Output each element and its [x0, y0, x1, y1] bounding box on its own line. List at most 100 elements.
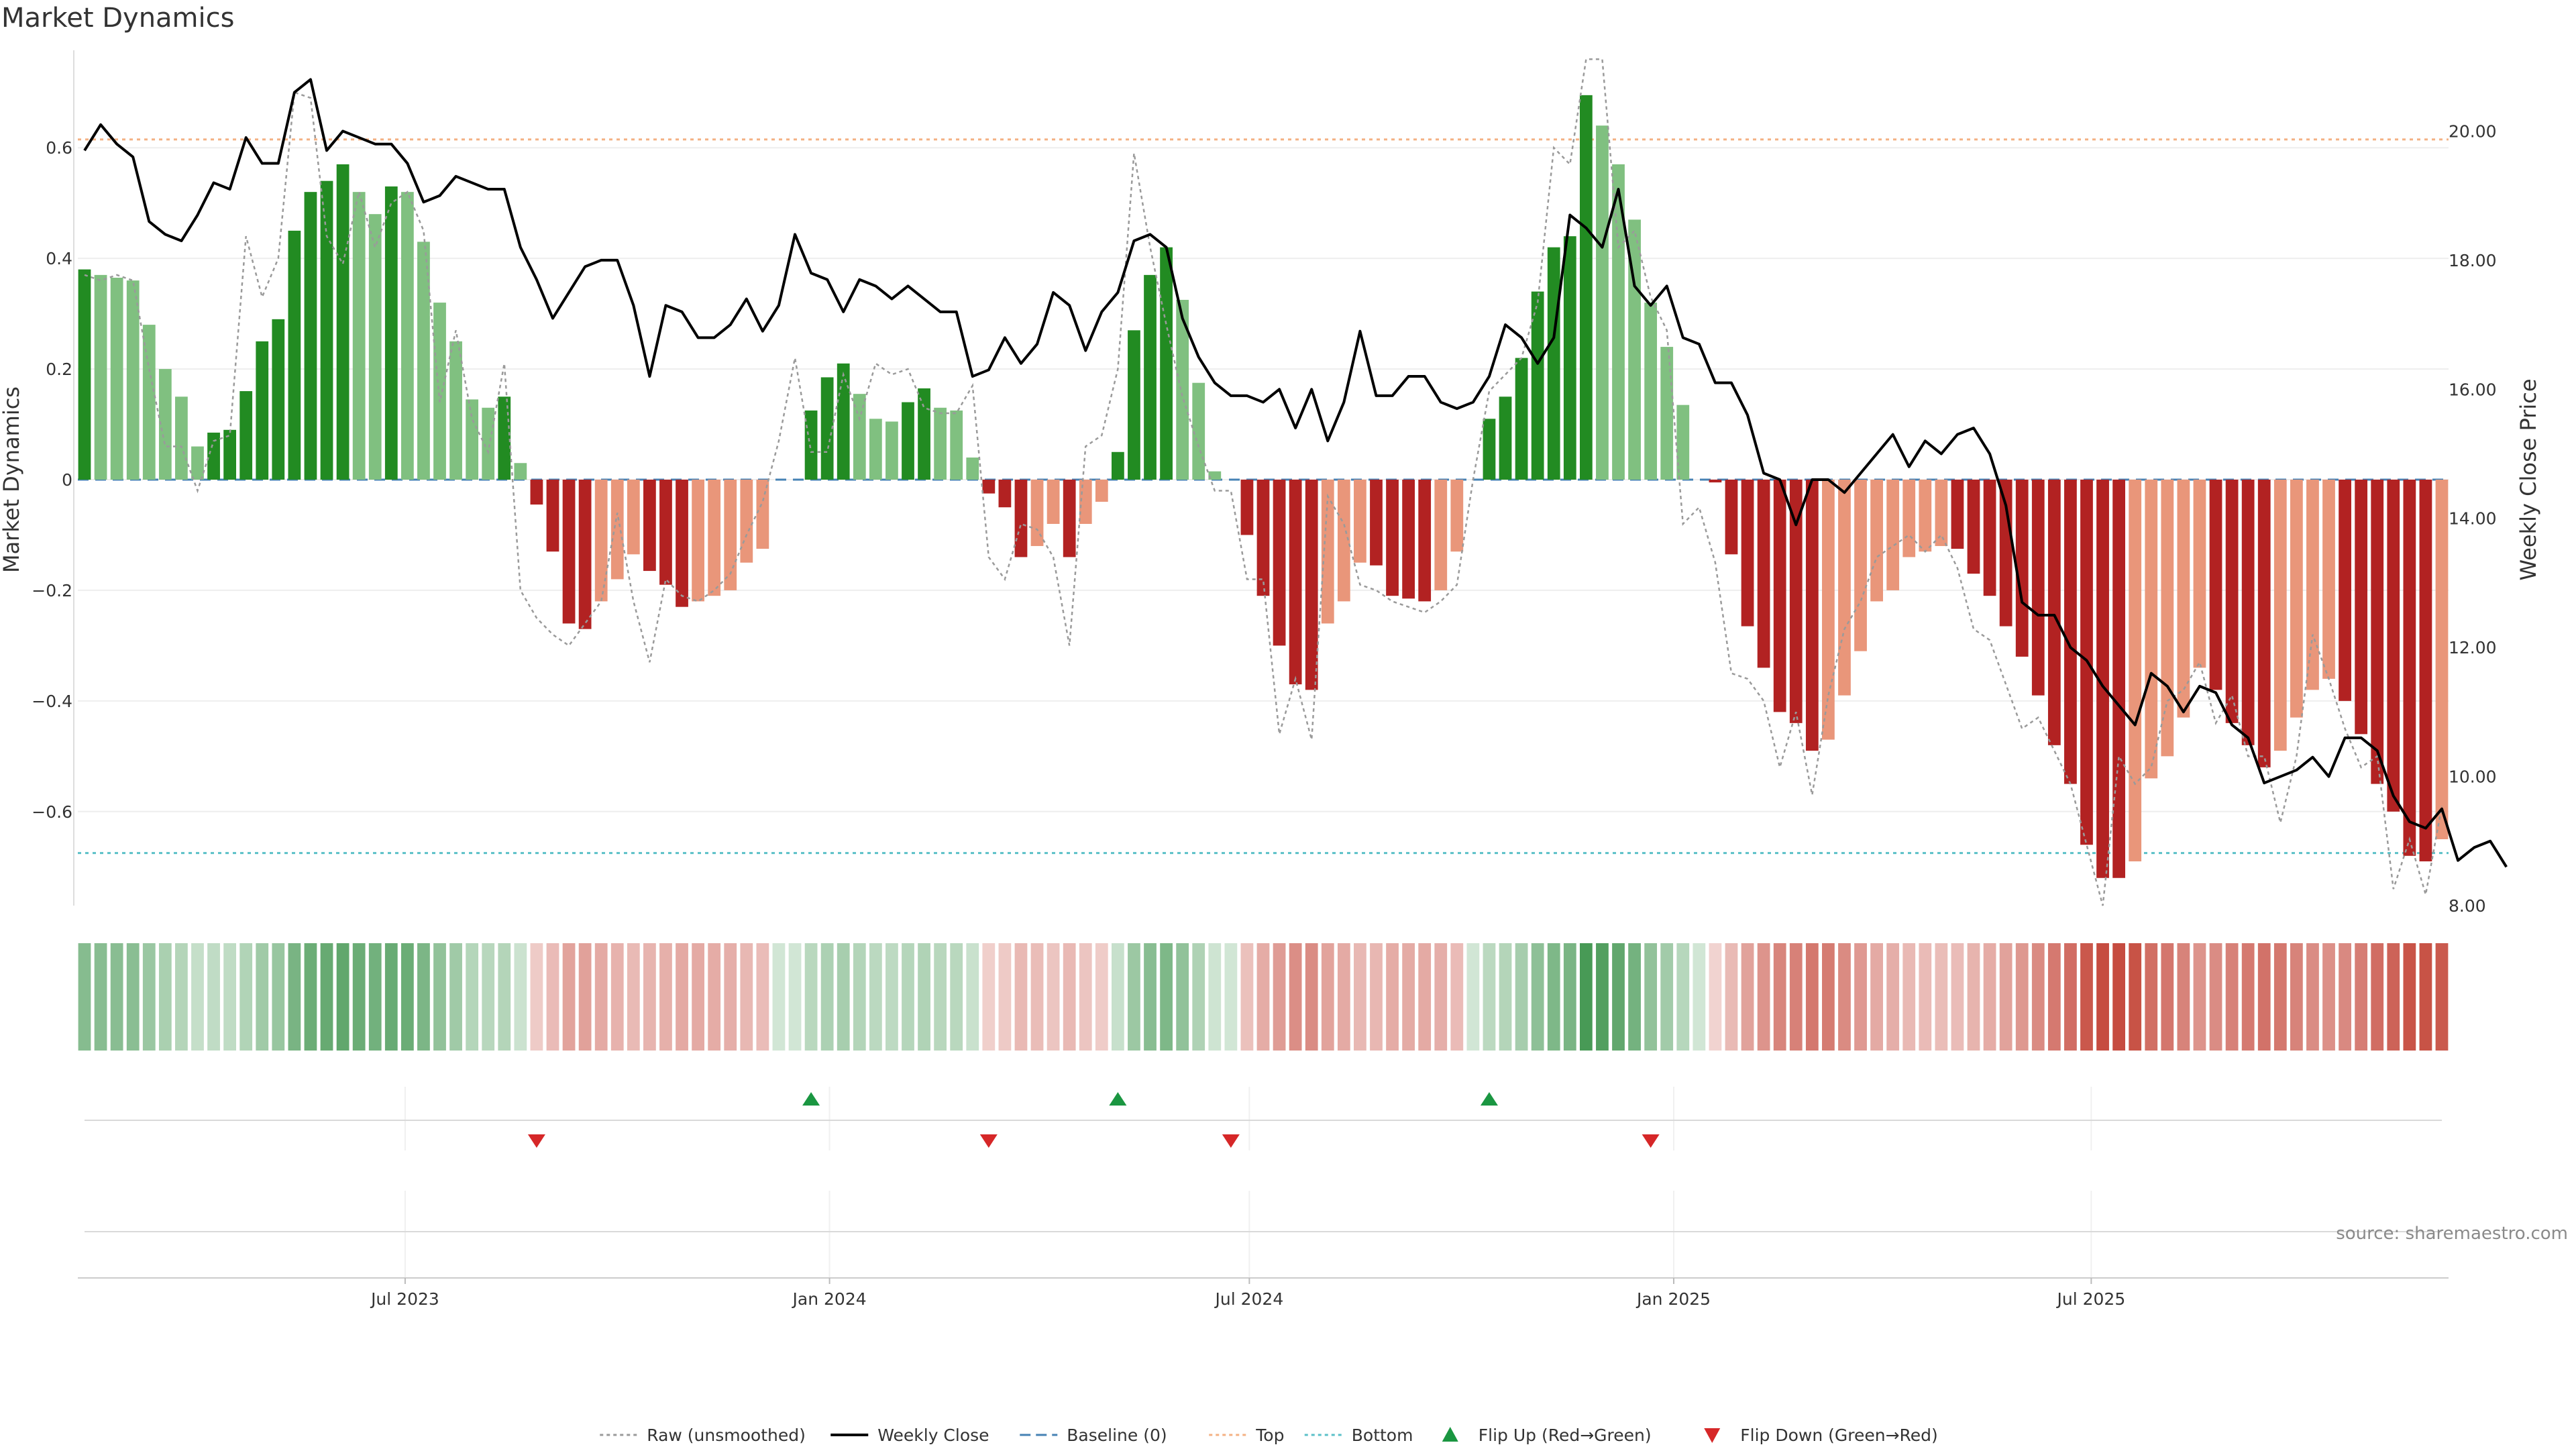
- heat-cell: [466, 943, 479, 1051]
- heat-cell: [1547, 943, 1560, 1051]
- bar: [820, 377, 834, 480]
- legend-label: Flip Up (Red→Green): [1479, 1426, 1652, 1445]
- bar: [1046, 480, 1060, 524]
- heat-cell: [1321, 943, 1334, 1051]
- bar: [1676, 405, 1690, 480]
- bar: [304, 192, 317, 480]
- right-tick-label: 10.00: [2449, 767, 2497, 787]
- bar: [449, 341, 462, 480]
- bar: [1337, 480, 1350, 602]
- heat-cell: [1757, 943, 1770, 1051]
- flip-up-marker: [1109, 1092, 1127, 1106]
- x-tick-label: Jul 2025: [2056, 1289, 2126, 1309]
- heat-cell: [1240, 943, 1254, 1051]
- heat-cell: [2080, 943, 2093, 1051]
- line-series: [83, 58, 2508, 906]
- heat-cell: [336, 943, 350, 1051]
- heat-cell: [1289, 943, 1302, 1051]
- bar: [2064, 480, 2077, 784]
- heat-cell: [902, 943, 914, 1051]
- bar: [1499, 396, 1512, 480]
- bar: [2177, 480, 2190, 718]
- heat-cell: [2031, 943, 2045, 1051]
- bar: [692, 480, 704, 602]
- bar: [2096, 480, 2109, 878]
- bar: [1240, 480, 1254, 535]
- heat-cell: [449, 943, 462, 1051]
- bar: [659, 480, 672, 585]
- left-tick-label: −0.2: [32, 581, 72, 600]
- heat-cell: [304, 943, 317, 1051]
- bar: [1192, 382, 1205, 480]
- bar: [1983, 480, 1996, 596]
- bar: [78, 269, 91, 480]
- bar: [400, 192, 414, 480]
- legend-label: Flip Down (Green→Red): [1740, 1426, 1938, 1445]
- bar: [2031, 480, 2045, 696]
- heat-cell: [352, 943, 366, 1051]
- heat-cell: [1951, 943, 1964, 1051]
- bar: [1741, 480, 1754, 627]
- bar: [1709, 480, 1722, 483]
- bar: [1160, 247, 1173, 480]
- legend-item: Flip Down (Green→Red): [1704, 1426, 1938, 1445]
- bar: [368, 214, 382, 480]
- heat-cell: [2371, 943, 2384, 1051]
- bar: [740, 480, 753, 563]
- heat-cell: [1628, 943, 1641, 1051]
- heat-cell: [2193, 943, 2206, 1051]
- heat-cell: [1822, 943, 1835, 1051]
- bar: [1370, 480, 1383, 566]
- heat-cell: [2290, 943, 2303, 1051]
- bar: [1838, 480, 1851, 696]
- bar: [546, 480, 559, 552]
- right-tick-label: 14.00: [2449, 509, 2497, 529]
- bar: [175, 396, 188, 480]
- bar: [2225, 480, 2239, 723]
- bar: [336, 164, 350, 480]
- heat-cell: [1886, 943, 1900, 1051]
- bar: [869, 419, 882, 480]
- heat-cell: [610, 943, 624, 1051]
- heat-cell: [1079, 943, 1092, 1051]
- heat-cell: [320, 943, 333, 1051]
- bar: [2047, 480, 2061, 745]
- bar: [998, 480, 1012, 508]
- flip-down-marker: [527, 1134, 545, 1148]
- legend-label: Top: [1255, 1426, 1284, 1445]
- heat-cell: [417, 943, 430, 1051]
- bar: [982, 480, 996, 494]
- bar: [1095, 480, 1108, 502]
- left-tick-label: −0.4: [32, 692, 72, 711]
- bar: [1111, 451, 1124, 480]
- heat-cell: [2241, 943, 2255, 1051]
- heat-cell: [853, 943, 866, 1051]
- heat-cell: [2322, 943, 2335, 1051]
- heat-cell: [1111, 943, 1124, 1051]
- bar: [2112, 480, 2126, 878]
- bar: [902, 402, 914, 480]
- heat-cell: [934, 943, 947, 1051]
- bar: [1450, 480, 1464, 552]
- heat-cell: [2306, 943, 2319, 1051]
- heat-cell: [820, 943, 834, 1051]
- left-tick-label: 0.4: [46, 249, 72, 268]
- legend-item: Weekly Close: [830, 1426, 989, 1445]
- bar: [643, 480, 656, 572]
- heat-cell: [1805, 943, 1819, 1051]
- heat-cell: [142, 943, 156, 1051]
- bar: [482, 407, 495, 480]
- heat-cell: [368, 943, 382, 1051]
- bar: [1822, 480, 1835, 740]
- heat-cell: [498, 943, 511, 1051]
- heat-cell: [78, 943, 91, 1051]
- legend-item: Flip Up (Red→Green): [1442, 1426, 1652, 1445]
- bar: [1014, 480, 1028, 557]
- heat-cell: [1386, 943, 1399, 1051]
- bar: [1596, 125, 1609, 480]
- bar: [1547, 247, 1560, 480]
- bar: [1321, 480, 1334, 624]
- heat-cell: [1273, 943, 1286, 1051]
- bar: [918, 388, 930, 480]
- heat-cell: [433, 943, 446, 1051]
